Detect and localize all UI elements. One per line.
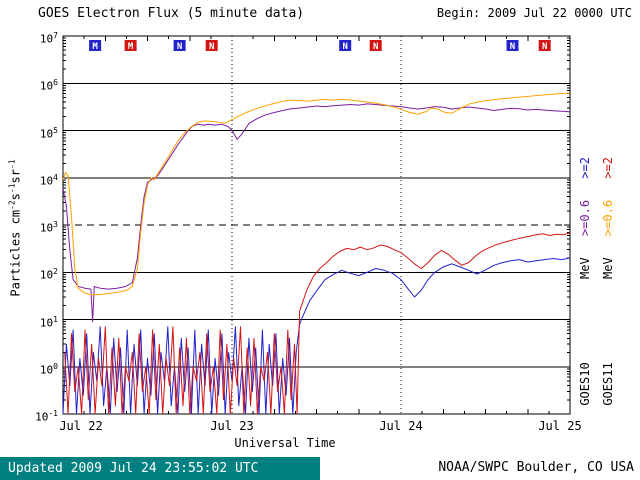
y-tick-label: 101 [39, 314, 58, 330]
svg-text:N: N [342, 42, 347, 52]
legend-goes10-e2: >=2 [578, 157, 592, 179]
y-tick-label: 107 [39, 31, 58, 46]
y-tick-label: 100 [39, 361, 58, 377]
legend-goes10-unit: MeV [578, 257, 592, 279]
svg-text:N: N [373, 42, 378, 52]
plot-frame [62, 35, 571, 415]
legend-goes10-name: GOES10 [578, 362, 592, 406]
event-marker-N-GOES11: N [369, 40, 382, 52]
legend-goes11-unit: MeV [601, 257, 615, 279]
svg-text:N: N [209, 42, 214, 52]
y-tick-label: 10-1 [35, 409, 58, 424]
legend-goes11-thresholds: MeV >=0.6 >=2 [601, 150, 615, 286]
svg-text:M: M [128, 42, 134, 52]
legend-goes11-name: GOES11 [601, 362, 615, 406]
chart-title: GOES Electron Flux (5 minute data) [38, 6, 305, 21]
series-goes11-ge0_6mev [62, 92, 571, 296]
event-marker-N-GOES10: N [339, 40, 352, 52]
y-tick-label: 104 [39, 172, 58, 188]
legend-goes11-e2: >=2 [601, 157, 615, 179]
legend-goes10-e06: >=0.6 [578, 199, 592, 237]
y-tick-label: 105 [39, 125, 58, 141]
y-axis-label: Particles cm-2s-1sr-1 [7, 159, 23, 297]
event-marker-M-GOES10: M [89, 40, 102, 52]
x-tick-label: Jul 24 [379, 419, 423, 433]
series-goes10-ge2mev [62, 257, 571, 415]
legend-goes11-e06: >=0.6 [601, 199, 615, 237]
updated-banner: Updated 2009 Jul 24 23:55:02 UTC [0, 457, 320, 480]
svg-text:N: N [542, 42, 547, 52]
series-goes11-ge2mev [64, 232, 571, 415]
event-marker-N-GOES10: N [506, 40, 519, 52]
svg-text:N: N [177, 42, 182, 52]
x-axis-label: Universal Time [234, 436, 336, 450]
svg-text:N: N [510, 42, 515, 52]
x-tick-label: Jul 22 [59, 419, 103, 433]
event-marker-N-GOES11: N [205, 40, 218, 52]
y-tick-label: 102 [39, 267, 58, 282]
y-tick-label: 106 [39, 78, 58, 93]
svg-text:M: M [92, 42, 98, 52]
begin-label: Begin: 2009 Jul 22 0000 UTC [436, 6, 632, 20]
legend-goes10-thresholds: MeV >=0.6 >=2 [578, 150, 592, 286]
event-marker-M-GOES11: M [124, 40, 137, 52]
updated-text: Updated 2009 Jul 24 23:55:02 UTC [8, 461, 259, 476]
event-marker-N-GOES10: N [173, 40, 186, 52]
x-tick-label: Jul 25 [538, 419, 582, 433]
source-attribution: NOAA/SWPC Boulder, CO USA [438, 460, 634, 475]
series-goes10-ge0_6mev [62, 103, 571, 323]
event-marker-N-GOES11: N [538, 40, 551, 52]
y-tick-label: 103 [39, 220, 58, 235]
x-tick-label: Jul 23 [210, 419, 254, 433]
